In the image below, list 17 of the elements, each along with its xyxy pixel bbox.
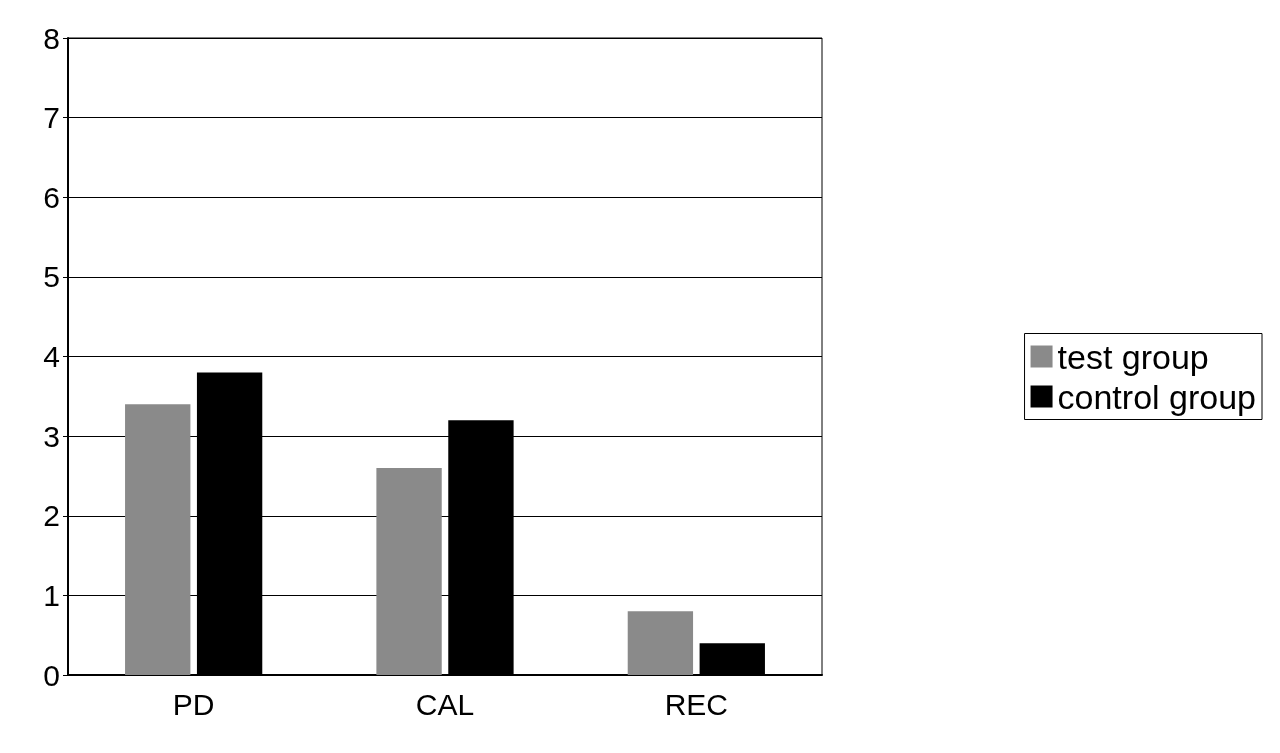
x-tick-label: PD — [172, 687, 215, 721]
y-tick-label: 4 — [43, 340, 60, 373]
y-tick-label: 6 — [43, 180, 60, 214]
y-tick-label: 8 — [43, 21, 60, 55]
y-tick-label: 7 — [43, 101, 60, 135]
y-tick-label: 3 — [43, 419, 60, 453]
x-tick-label: REC — [664, 687, 729, 721]
x-tick-label: CAL — [415, 687, 475, 721]
y-tick-label: 1 — [43, 578, 60, 612]
bar — [376, 467, 442, 675]
bar — [125, 404, 191, 675]
bar — [627, 611, 694, 675]
legend-label: control group — [1057, 377, 1257, 416]
y-tick-label: 0 — [43, 658, 60, 692]
legend-label: test group — [1057, 337, 1209, 376]
y-tick-label: 2 — [43, 499, 60, 533]
y-tick-label: 5 — [43, 260, 60, 294]
